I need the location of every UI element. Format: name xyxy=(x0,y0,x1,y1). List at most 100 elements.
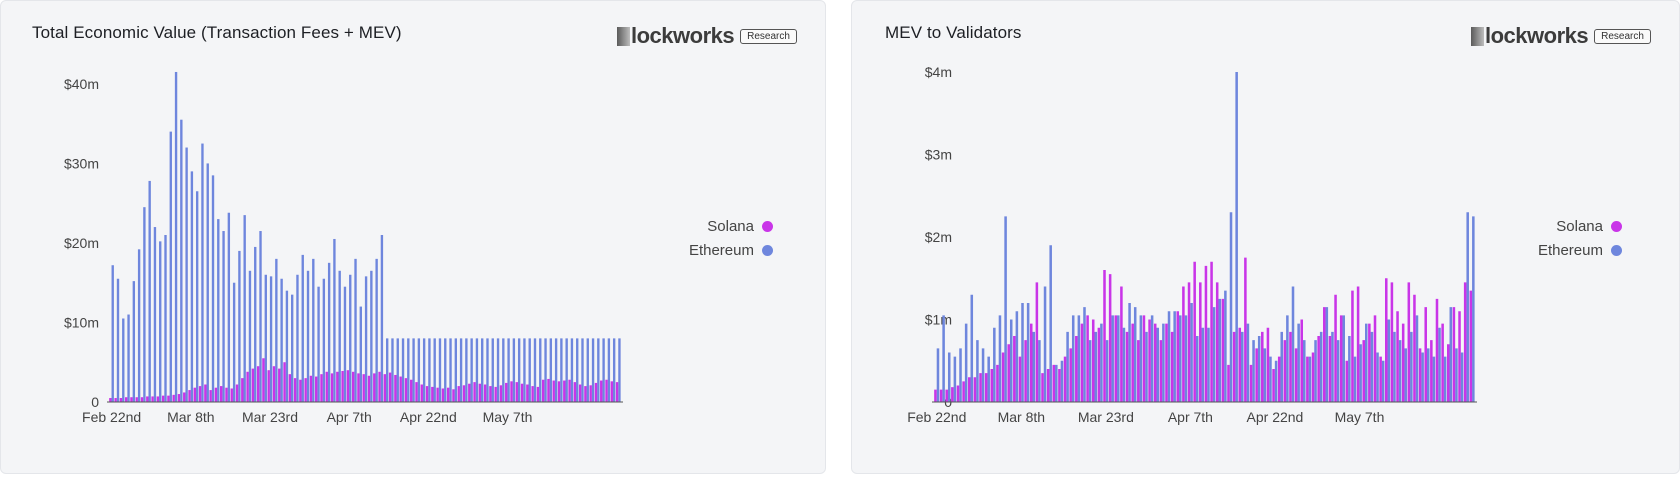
bar-solana[interactable] xyxy=(204,384,207,402)
bar-solana[interactable] xyxy=(357,373,360,402)
bar-ethereum[interactable] xyxy=(148,180,151,402)
bar-ethereum[interactable] xyxy=(1472,216,1475,402)
bar-solana[interactable] xyxy=(578,384,582,402)
bar-solana[interactable] xyxy=(573,382,577,402)
bar-solana[interactable] xyxy=(1097,327,1101,402)
bar-solana[interactable] xyxy=(1153,323,1157,402)
bar-solana[interactable] xyxy=(563,380,566,402)
bar-solana[interactable] xyxy=(1142,315,1146,402)
bar-solana[interactable] xyxy=(1446,344,1450,402)
bar-ethereum[interactable] xyxy=(1449,307,1453,402)
bar-solana[interactable] xyxy=(1221,298,1225,402)
bar-solana[interactable] xyxy=(1396,311,1399,402)
bar-solana[interactable] xyxy=(1238,327,1242,402)
bar-ethereum[interactable] xyxy=(1398,340,1402,402)
bar-solana[interactable] xyxy=(1176,311,1180,402)
bar-solana[interactable] xyxy=(605,379,608,402)
bar-ethereum[interactable] xyxy=(964,323,968,402)
bar-ethereum[interactable] xyxy=(565,338,568,402)
bar-solana[interactable] xyxy=(367,375,371,402)
bar-solana[interactable] xyxy=(278,368,281,402)
bar-solana[interactable] xyxy=(325,371,328,402)
bar-ethereum[interactable] xyxy=(1229,212,1233,402)
bar-solana[interactable] xyxy=(225,387,228,402)
bar-ethereum[interactable] xyxy=(1179,315,1182,402)
bar-solana[interactable] xyxy=(1063,356,1067,402)
bar-ethereum[interactable] xyxy=(1224,290,1227,402)
bar-ethereum[interactable] xyxy=(1083,307,1086,402)
bar-solana[interactable] xyxy=(1413,294,1416,402)
bar-ethereum[interactable] xyxy=(597,338,600,402)
bar-ethereum[interactable] xyxy=(1094,331,1098,402)
bar-ethereum[interactable] xyxy=(1353,356,1357,402)
bar-ethereum[interactable] xyxy=(359,306,362,402)
bar-ethereum[interactable] xyxy=(375,258,378,402)
bar-solana[interactable] xyxy=(1035,282,1039,402)
bar-ethereum[interactable] xyxy=(280,278,283,402)
bar-solana[interactable] xyxy=(235,384,239,402)
bar-solana[interactable] xyxy=(468,383,471,402)
bar-ethereum[interactable] xyxy=(1133,307,1137,402)
bar-ethereum[interactable] xyxy=(1021,303,1024,402)
bar-solana[interactable] xyxy=(351,371,355,402)
bar-ethereum[interactable] xyxy=(1387,319,1391,403)
bar-ethereum[interactable] xyxy=(560,338,563,402)
bar-ethereum[interactable] xyxy=(174,71,178,402)
bar-ethereum[interactable] xyxy=(1364,323,1368,402)
bar-solana[interactable] xyxy=(615,382,619,402)
bar-solana[interactable] xyxy=(1001,352,1005,403)
legend-item-solana[interactable]: Solana xyxy=(689,214,773,238)
bar-solana[interactable] xyxy=(1373,315,1377,402)
bar-ethereum[interactable] xyxy=(333,238,336,402)
bar-solana[interactable] xyxy=(151,396,154,402)
bar-ethereum[interactable] xyxy=(586,338,589,402)
bar-solana[interactable] xyxy=(1362,340,1365,402)
bar-ethereum[interactable] xyxy=(523,338,526,402)
bar-ethereum[interactable] xyxy=(1381,360,1385,402)
bar-solana[interactable] xyxy=(510,381,513,402)
bar-solana[interactable] xyxy=(1013,336,1016,402)
bar-ethereum[interactable] xyxy=(1195,336,1199,402)
bar-ethereum[interactable] xyxy=(217,219,220,402)
bar-ethereum[interactable] xyxy=(401,338,405,402)
bar-ethereum[interactable] xyxy=(1145,331,1148,402)
bar-solana[interactable] xyxy=(1317,336,1320,402)
bar-ethereum[interactable] xyxy=(1162,323,1165,402)
bar-ethereum[interactable] xyxy=(1190,303,1193,402)
bar-ethereum[interactable] xyxy=(195,191,199,402)
bar-solana[interactable] xyxy=(309,375,313,402)
bar-solana[interactable] xyxy=(462,385,466,402)
bar-solana[interactable] xyxy=(1283,340,1287,402)
bar-solana[interactable] xyxy=(1452,307,1456,402)
bar-ethereum[interactable] xyxy=(465,338,468,402)
bar-ethereum[interactable] xyxy=(296,274,299,402)
bar-solana[interactable] xyxy=(330,373,334,402)
bar-ethereum[interactable] xyxy=(312,258,315,402)
bar-ethereum[interactable] xyxy=(185,147,188,402)
bar-solana[interactable] xyxy=(1244,257,1247,402)
bar-solana[interactable] xyxy=(990,369,994,402)
bar-ethereum[interactable] xyxy=(127,314,130,402)
bar-ethereum[interactable] xyxy=(1241,331,1244,402)
bar-ethereum[interactable] xyxy=(1325,307,1329,402)
bar-solana[interactable] xyxy=(1029,323,1033,402)
bar-ethereum[interactable] xyxy=(539,338,542,402)
bar-ethereum[interactable] xyxy=(947,352,951,403)
bar-ethereum[interactable] xyxy=(1426,348,1430,402)
bar-solana[interactable] xyxy=(547,378,550,402)
bar-ethereum[interactable] xyxy=(137,249,141,402)
bar-ethereum[interactable] xyxy=(232,282,236,402)
bar-solana[interactable] xyxy=(956,385,960,403)
bar-solana[interactable] xyxy=(1199,282,1202,402)
bar-solana[interactable] xyxy=(415,382,418,402)
bar-solana[interactable] xyxy=(1007,344,1010,402)
bar-solana[interactable] xyxy=(1131,323,1134,402)
bar-ethereum[interactable] xyxy=(211,175,215,402)
bar-ethereum[interactable] xyxy=(454,338,458,402)
bar-ethereum[interactable] xyxy=(132,281,136,402)
bar-solana[interactable] xyxy=(283,362,286,402)
bar-ethereum[interactable] xyxy=(1105,340,1109,402)
bar-solana[interactable] xyxy=(135,397,138,402)
bar-solana[interactable] xyxy=(520,383,524,402)
bar-ethereum[interactable] xyxy=(391,338,394,402)
